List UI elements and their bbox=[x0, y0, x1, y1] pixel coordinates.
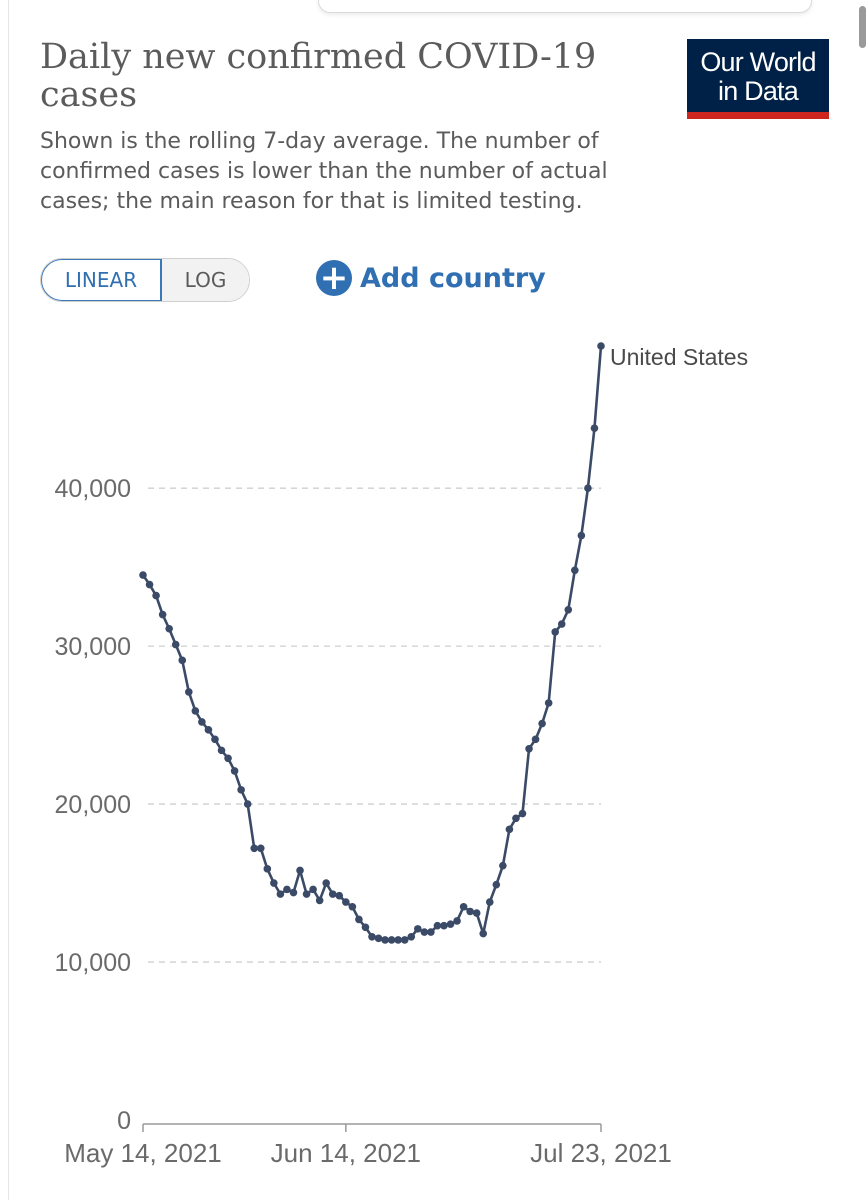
data-point bbox=[342, 898, 350, 906]
data-point bbox=[217, 746, 226, 755]
data-point bbox=[171, 640, 180, 649]
series-label: United States bbox=[610, 344, 748, 370]
logo-line-2: in Data bbox=[718, 76, 799, 106]
data-point bbox=[165, 624, 173, 633]
data-point bbox=[283, 885, 291, 894]
data-point bbox=[198, 718, 206, 726]
data-point bbox=[322, 879, 331, 887]
data-point bbox=[433, 921, 442, 930]
log-scale-button[interactable]: LOG bbox=[162, 259, 249, 301]
data-point bbox=[440, 921, 448, 930]
data-point bbox=[263, 865, 272, 873]
data-point bbox=[152, 591, 160, 600]
logo-line-1: Our World bbox=[700, 47, 816, 77]
data-point bbox=[335, 891, 344, 900]
data-point bbox=[355, 915, 363, 924]
data-point bbox=[571, 566, 579, 575]
data-point bbox=[459, 902, 468, 911]
data-point bbox=[211, 735, 219, 744]
data-point bbox=[224, 754, 232, 763]
data-point bbox=[564, 605, 573, 614]
y-tick-label: 40,000 bbox=[55, 475, 131, 503]
series-line-united-states bbox=[141, 345, 603, 942]
data-point bbox=[472, 909, 481, 917]
data-point bbox=[544, 699, 553, 707]
data-point bbox=[387, 936, 396, 944]
scrollbar[interactable] bbox=[859, 6, 866, 48]
data-point bbox=[446, 920, 455, 928]
data-point bbox=[499, 861, 507, 870]
data-point bbox=[309, 885, 317, 894]
y-tick-label: 20,000 bbox=[55, 791, 131, 819]
data-point bbox=[557, 620, 566, 628]
data-point bbox=[427, 928, 435, 936]
data-point bbox=[400, 936, 409, 944]
linear-scale-button[interactable]: LINEAR bbox=[41, 259, 162, 301]
owid-logo[interactable]: Our World in Data bbox=[687, 39, 829, 119]
data-point bbox=[237, 786, 245, 794]
data-point bbox=[505, 825, 514, 834]
data-point bbox=[204, 726, 213, 734]
data-point bbox=[328, 890, 337, 898]
data-point bbox=[296, 866, 304, 875]
data-point bbox=[250, 844, 259, 853]
data-point bbox=[584, 484, 592, 492]
data-point bbox=[315, 896, 324, 905]
data-point bbox=[597, 342, 605, 350]
y-tick-label: 0 bbox=[117, 1107, 131, 1135]
chart-subtitle: Shown is the rolling 7-day average. The … bbox=[40, 129, 608, 214]
add-country-button[interactable]: + Add country bbox=[316, 259, 546, 297]
y-tick-label: 30,000 bbox=[55, 633, 131, 661]
data-point bbox=[256, 844, 265, 853]
data-point bbox=[538, 719, 546, 728]
chart-title: Daily new confirmed COVID-19 cases bbox=[40, 37, 597, 115]
data-point bbox=[368, 932, 376, 941]
data-point bbox=[361, 923, 370, 932]
x-tick-label: Jul 23, 2021 bbox=[530, 1138, 672, 1168]
data-point bbox=[381, 936, 389, 944]
data-point bbox=[525, 744, 533, 753]
x-tick-label: Jun 14, 2021 bbox=[271, 1138, 421, 1168]
data-point bbox=[590, 424, 599, 432]
data-point bbox=[139, 571, 147, 579]
data-point bbox=[453, 917, 461, 925]
data-point bbox=[270, 879, 278, 887]
data-point bbox=[243, 800, 252, 808]
add-country-label: Add country bbox=[360, 262, 546, 294]
data-point bbox=[407, 932, 416, 941]
data-point bbox=[178, 656, 187, 665]
data-point bbox=[394, 936, 402, 944]
logo-red-bar bbox=[687, 112, 829, 119]
data-point bbox=[348, 902, 357, 911]
data-point bbox=[191, 707, 200, 715]
data-point bbox=[485, 898, 494, 906]
data-point bbox=[479, 929, 488, 938]
data-point bbox=[230, 767, 239, 775]
data-point bbox=[420, 928, 429, 936]
data-point bbox=[492, 880, 501, 889]
data-point bbox=[302, 890, 311, 898]
data-point bbox=[185, 688, 193, 696]
plus-circle-icon: + bbox=[316, 260, 352, 296]
data-point bbox=[289, 888, 298, 897]
data-point bbox=[577, 531, 586, 540]
x-tick-label: May 14, 2021 bbox=[64, 1138, 222, 1168]
data-point bbox=[414, 925, 422, 933]
data-point bbox=[374, 934, 383, 943]
data-point bbox=[145, 580, 154, 589]
data-point bbox=[512, 814, 520, 823]
data-point bbox=[518, 809, 527, 818]
left-edge-line bbox=[8, 0, 9, 1200]
data-point bbox=[531, 735, 540, 744]
data-point bbox=[158, 610, 167, 619]
scale-toggle: LINEAR LOG bbox=[40, 258, 250, 302]
data-point bbox=[466, 907, 474, 916]
y-tick-label: 10,000 bbox=[55, 949, 131, 977]
data-point bbox=[551, 628, 559, 636]
data-point bbox=[276, 890, 285, 898]
